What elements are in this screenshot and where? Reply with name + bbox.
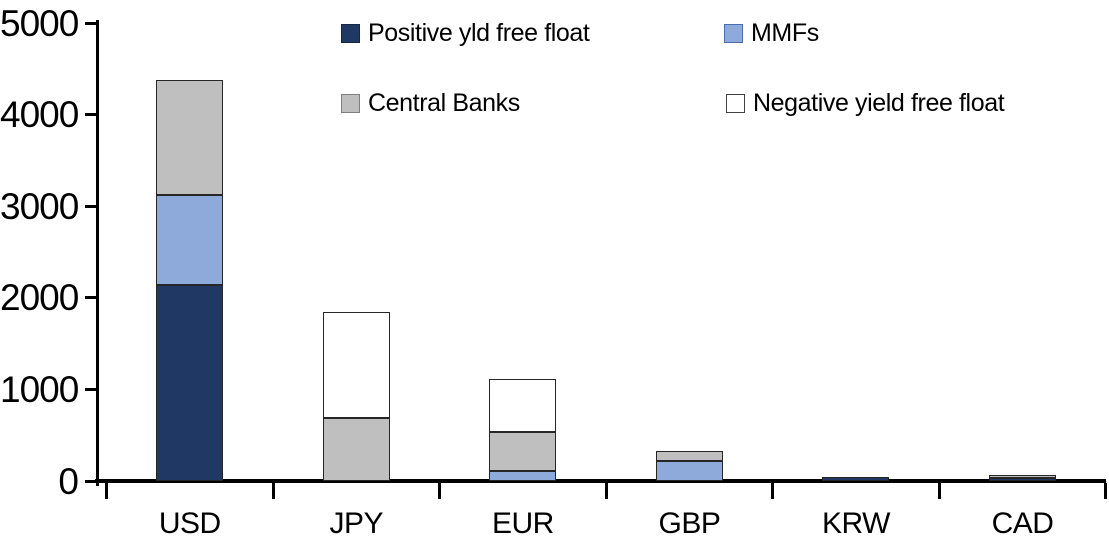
- y-axis-line: [96, 20, 99, 486]
- legend-item-positive-yld-free-float: Positive yld free float: [341, 19, 590, 47]
- y-tick-label-2000: 2000: [0, 277, 79, 319]
- y-tick-label-5000: 5000: [0, 2, 79, 44]
- bar-segment-EUR-central-banks: [489, 431, 557, 471]
- x-axis-label-KRW: KRW: [821, 507, 890, 540]
- bar-segment-JPY-central-banks: [322, 417, 390, 481]
- y-tick-5000: [85, 21, 97, 25]
- y-tick-label-3000: 3000: [0, 185, 79, 227]
- x-tick-2: [438, 483, 442, 499]
- legend-label: Central Banks: [368, 89, 520, 117]
- y-tick-label-0: 0: [58, 460, 79, 502]
- x-axis-label-EUR: EUR: [491, 507, 554, 540]
- bar-segment-EUR-mmfs: [489, 470, 557, 481]
- legend-swatch-negative-yield-free-float: [726, 93, 745, 113]
- legend-label: MMFs: [751, 19, 819, 47]
- bar-segment-JPY-negative-yield-free-float: [322, 312, 390, 418]
- bar-segment-GBP-central-banks: [655, 450, 723, 461]
- x-axis-label-CAD: CAD: [991, 507, 1054, 540]
- x-tick-4: [771, 483, 775, 499]
- legend-item-negative-yield-free-float: Negative yield free float: [726, 89, 1005, 117]
- x-axis-line: [95, 479, 1106, 483]
- legend-swatch-positive-yld-free-float: [341, 23, 360, 43]
- legend-swatch-mmfs: [724, 23, 743, 43]
- y-tick-1000: [85, 387, 97, 391]
- x-axis-label-GBP: GBP: [658, 507, 721, 540]
- y-tick-3000: [85, 204, 97, 208]
- legend-swatch-central-banks: [341, 93, 360, 113]
- legend-item-central-banks: Central Banks: [341, 90, 520, 116]
- legend-item-mmfs: MMFs: [724, 20, 819, 46]
- bar-segment-USD-mmfs: [156, 195, 224, 285]
- x-tick-3: [604, 483, 608, 499]
- x-axis-label-JPY: JPY: [329, 507, 384, 540]
- x-tick-5: [937, 483, 941, 499]
- y-tick-2000: [85, 296, 97, 300]
- bar-segment-CAD-positive-yld-free-float: [989, 477, 1057, 481]
- bar-segment-CAD-central-banks: [989, 475, 1057, 478]
- legend-label: Negative yield free float: [753, 89, 1005, 117]
- bar-segment-USD-central-banks: [156, 79, 224, 196]
- x-tick-0: [105, 483, 108, 499]
- bar-segment-GBP-mmfs: [655, 460, 723, 481]
- x-tick-6: [1104, 483, 1108, 499]
- bar-segment-KRW-positive-yld-free-float: [822, 477, 890, 481]
- y-tick-label-1000: 1000: [0, 368, 79, 410]
- x-axis-label-USD: USD: [158, 507, 221, 540]
- bar-segment-EUR-negative-yield-free-float: [489, 379, 557, 432]
- y-tick-4000: [85, 113, 97, 117]
- bar-segment-USD-positive-yld-free-float: [156, 284, 224, 481]
- legend-label: Positive yld free float: [368, 19, 590, 47]
- x-tick-1: [271, 483, 275, 499]
- y-tick-0: [85, 479, 97, 483]
- y-tick-label-4000: 4000: [0, 94, 79, 136]
